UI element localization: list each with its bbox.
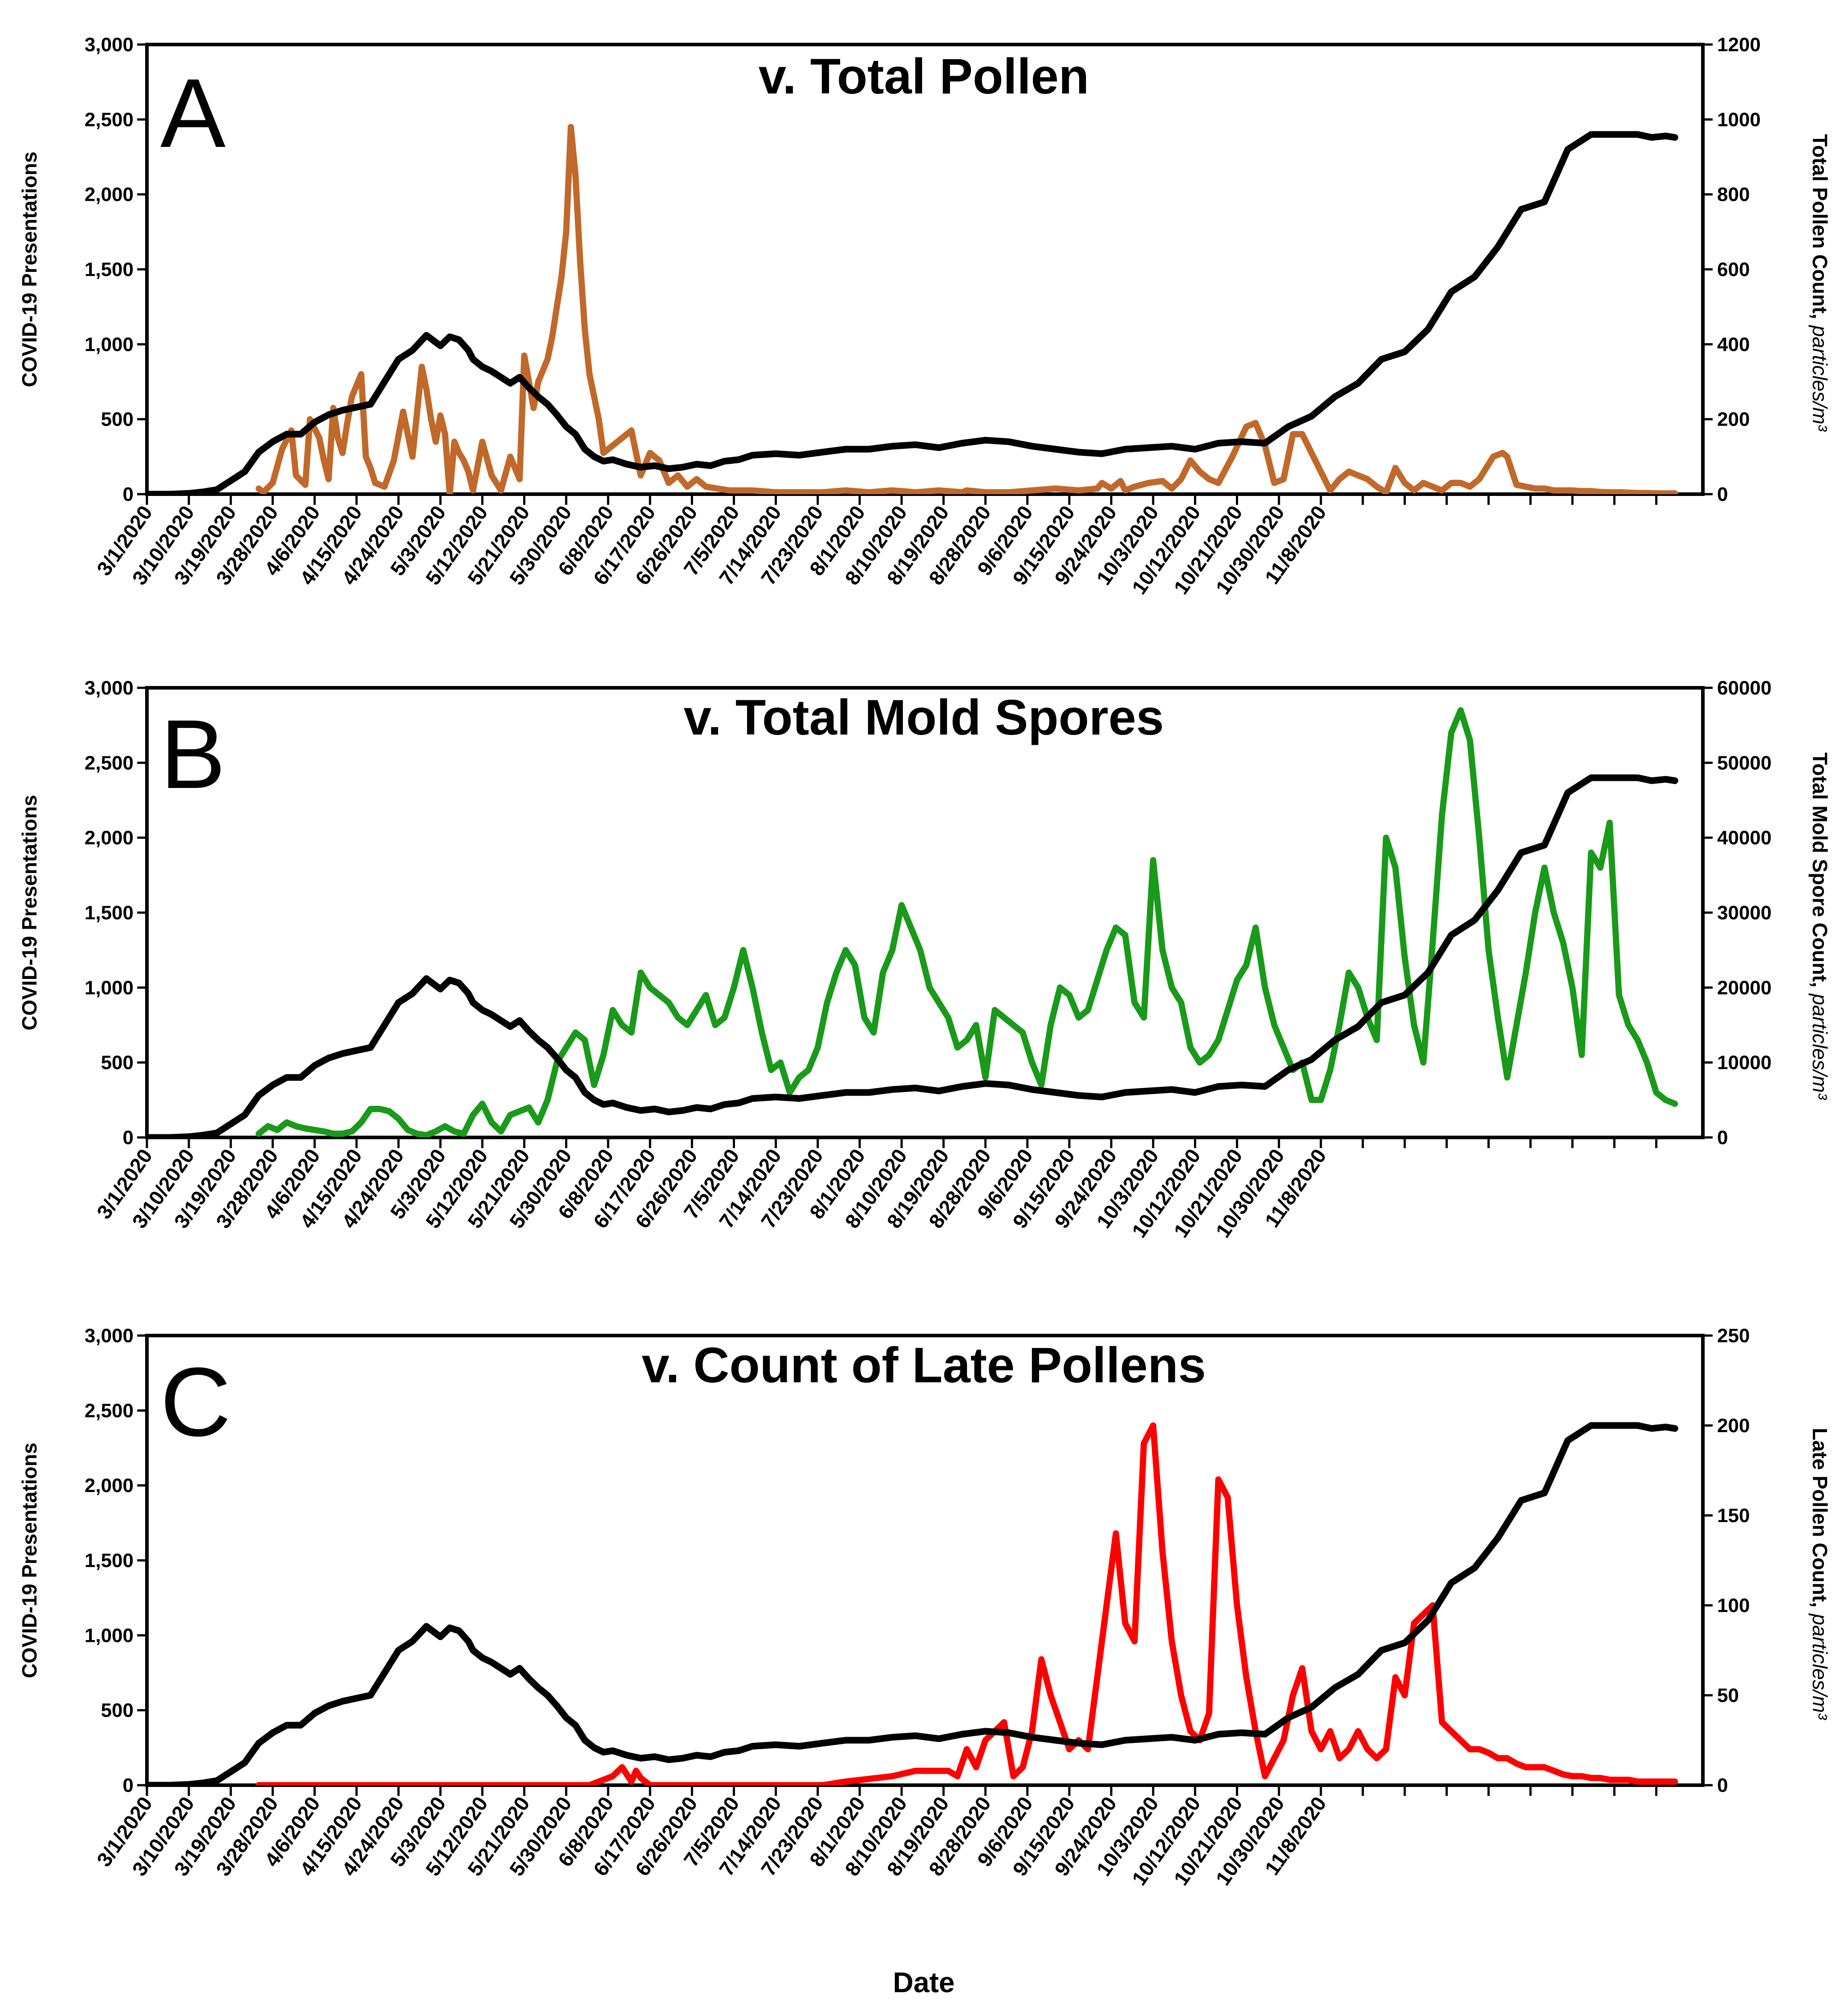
covid-series-line bbox=[147, 131, 1678, 494]
right-y-tick-label: 250 bbox=[1717, 1325, 1750, 1347]
right-y-tick-label: 10000 bbox=[1717, 1052, 1771, 1074]
left-y-axis-label: COVID-19 Presentations bbox=[18, 795, 41, 1030]
left-y-tick-label: 0 bbox=[123, 483, 134, 505]
left-y-tick-label: 0 bbox=[123, 1127, 134, 1149]
left-y-tick-label: 2,500 bbox=[85, 109, 134, 130]
right-y-axis-label-text: Total Mold Spore Count, bbox=[1808, 752, 1832, 987]
left-y-tick-label: 0 bbox=[123, 1775, 134, 1796]
panel-title: v. Count of Late Pollens bbox=[642, 1337, 1206, 1393]
right-y-tick-label: 150 bbox=[1717, 1505, 1750, 1527]
panel-title: v. Total Pollen bbox=[759, 49, 1089, 104]
right-y-tick-label: 0 bbox=[1717, 1775, 1728, 1796]
right-y-axis-label-text: Late Pollen Count, bbox=[1808, 1428, 1832, 1608]
covid-series-line bbox=[147, 774, 1678, 1137]
right-y-axis-unit: particles/m³ bbox=[1808, 1613, 1832, 1720]
env-series-line bbox=[256, 707, 1678, 1137]
right-y-tick-label: 1200 bbox=[1717, 34, 1761, 56]
x-axis-label: Date bbox=[893, 1966, 955, 1998]
right-y-tick-label: 60000 bbox=[1717, 677, 1771, 699]
right-y-tick-label: 600 bbox=[1717, 259, 1750, 280]
right-y-axis-unit: particles/m³ bbox=[1808, 993, 1832, 1100]
panel-c: 0 500 1,000 1,500 2,000 2,500 3,000 0 50 100 150 20… bbox=[18, 1325, 1832, 1889]
panel-b: 0 500 1,000 1,500 2,000 2,500 3,000 0 10000 20000… bbox=[18, 677, 1832, 1242]
env-series-line bbox=[256, 124, 1678, 494]
panel-letter: A bbox=[160, 58, 226, 168]
right-y-tick-label: 400 bbox=[1717, 333, 1750, 355]
covid-series-line bbox=[147, 1422, 1678, 1785]
plot-frame bbox=[145, 43, 1705, 496]
left-y-tick-label: 1,500 bbox=[85, 902, 134, 924]
left-y-tick-label: 2,000 bbox=[85, 827, 134, 849]
right-y-axis-label: Total Pollen Count, particles/m³ bbox=[1808, 134, 1832, 432]
right-y-axis-label-text: Total Pollen Count, bbox=[1808, 134, 1832, 319]
panel-letter: B bbox=[160, 699, 226, 809]
right-y-tick-label: 0 bbox=[1717, 483, 1728, 505]
left-y-tick-label: 500 bbox=[101, 1052, 134, 1074]
right-y-tick-label: 40000 bbox=[1717, 827, 1771, 849]
left-y-tick-label: 500 bbox=[101, 409, 134, 430]
panel-title: v. Total Mold Spores bbox=[684, 690, 1164, 745]
left-y-tick-label: 500 bbox=[101, 1700, 134, 1722]
right-y-tick-label: 50 bbox=[1717, 1685, 1739, 1706]
right-y-tick-label: 100 bbox=[1717, 1595, 1750, 1616]
left-y-tick-label: 1,000 bbox=[85, 977, 134, 999]
right-y-tick-label: 50000 bbox=[1717, 752, 1771, 774]
right-y-tick-label: 200 bbox=[1717, 1415, 1750, 1437]
left-y-tick-label: 3,000 bbox=[85, 1325, 134, 1347]
left-y-tick-label: 2,500 bbox=[85, 1400, 134, 1421]
right-y-tick-label: 20000 bbox=[1717, 977, 1771, 999]
panel-a: 0 500 1,000 1,500 2,000 2,500 3,000 0 200 400 600 8… bbox=[18, 34, 1832, 598]
left-y-tick-label: 1,500 bbox=[85, 1550, 134, 1572]
left-y-tick-label: 1,000 bbox=[85, 333, 134, 355]
plot-frame bbox=[145, 1334, 1705, 1787]
env-series-line bbox=[256, 1422, 1678, 1785]
right-y-axis-label: Total Mold Spore Count, particles/m³ bbox=[1808, 752, 1832, 1100]
left-y-tick-label: 3,000 bbox=[85, 34, 134, 56]
left-y-tick-label: 3,000 bbox=[85, 677, 134, 699]
left-y-tick-label: 1,500 bbox=[85, 259, 134, 280]
left-y-axis-label: COVID-19 Presentations bbox=[18, 151, 41, 387]
right-y-tick-label: 30000 bbox=[1717, 902, 1771, 924]
right-y-tick-label: 0 bbox=[1717, 1127, 1728, 1149]
right-y-tick-label: 200 bbox=[1717, 409, 1750, 430]
right-y-axis-label: Late Pollen Count, particles/m³ bbox=[1808, 1428, 1832, 1720]
left-y-axis-label: COVID-19 Presentations bbox=[18, 1442, 41, 1678]
right-y-axis-unit: particles/m³ bbox=[1808, 325, 1832, 432]
right-y-tick-label: 1000 bbox=[1717, 109, 1761, 130]
panel-letter: C bbox=[160, 1347, 231, 1457]
right-y-tick-label: 800 bbox=[1717, 184, 1750, 206]
left-y-tick-label: 2,500 bbox=[85, 752, 134, 774]
left-y-tick-label: 1,000 bbox=[85, 1624, 134, 1646]
left-y-tick-label: 2,000 bbox=[85, 184, 134, 206]
left-y-tick-label: 2,000 bbox=[85, 1475, 134, 1497]
